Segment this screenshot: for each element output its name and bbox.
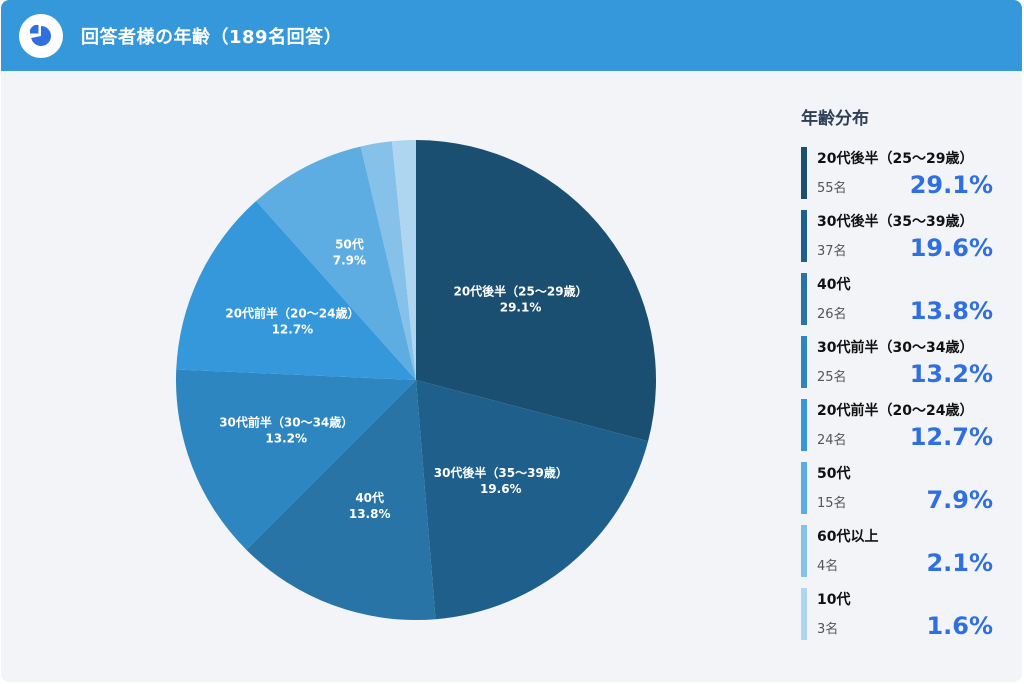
legend-percent: 2.1% [926, 549, 993, 577]
pie-slice [391, 140, 416, 380]
legend-color-bar [801, 588, 807, 640]
legend-title: 年齢分布 [801, 109, 869, 129]
legend-percent: 13.2% [909, 360, 993, 388]
legend-color-bar [801, 273, 807, 325]
legend-count: 3名 [817, 622, 839, 637]
pie-chart-svg: 20代後半（25〜29歳） 29.1% 30代後半（35〜39歳） 19.6% 40代 1… [176, 140, 656, 620]
slice-percent-label: 12.7% [272, 322, 314, 336]
legend-label: 20代前半（20〜24歳） [817, 403, 974, 419]
legend-item: 30代前半（30〜34歳） 25名 13.2% [801, 336, 997, 388]
legend-color-bar [801, 525, 807, 577]
legend-item: 30代後半（35〜39歳） 37名 19.6% [801, 210, 997, 262]
legend-label: 10代 [817, 592, 851, 608]
slice-label: 20代前半（20〜24歳） [225, 305, 359, 320]
legend-color-bar [801, 336, 807, 388]
legend-item: 10代 3名 1.6% [801, 588, 997, 640]
chart-title: 回答者様の年齢（189名回答） [81, 26, 343, 48]
slice-label: 50代 [335, 236, 364, 251]
legend-percent: 19.6% [909, 234, 993, 262]
pie-slice [416, 380, 649, 620]
legend-label: 50代 [817, 466, 851, 482]
slice-label: 30代後半（35〜39歳） [434, 465, 568, 480]
legend-label: 30代前半（30〜34歳） [817, 340, 974, 356]
pie-slice [256, 146, 416, 380]
legend-count: 24名 [817, 433, 847, 448]
legend-percent: 13.8% [909, 297, 993, 325]
pie-slice [176, 369, 416, 550]
pie-slice [176, 200, 416, 380]
legend-color-bar [801, 399, 807, 451]
legend-item: 50代 15名 7.9% [801, 462, 997, 514]
legend-color-bar [801, 147, 807, 199]
legend-color-bar [801, 210, 807, 262]
slice-percent-label: 13.2% [265, 431, 307, 445]
legend: 年齢分布 20代後半（25〜29歳） 55名 29.1% 30代後半（35〜39… [801, 104, 997, 651]
legend-percent: 12.7% [909, 423, 993, 451]
legend-percent: 29.1% [909, 171, 993, 199]
slice-percent-label: 19.6% [480, 482, 522, 496]
legend-label: 30代後半（35〜39歳） [817, 214, 974, 230]
legend-count: 15名 [817, 496, 847, 511]
pie-slice [360, 141, 416, 380]
pie-chart: 20代後半（25〜29歳） 29.1% 30代後半（35〜39歳） 19.6% 40代 1… [151, 115, 681, 645]
slice-percent-label: 7.9% [333, 253, 366, 267]
slice-label: 20代後半（25〜29歳） [453, 283, 587, 298]
slice-label: 40代 [355, 490, 384, 505]
pie-slice [416, 140, 656, 442]
card-header: 回答者様の年齢（189名回答） [1, 0, 1022, 71]
slice-label: 30代前半（30〜34歳） [219, 414, 353, 429]
legend-item: 20代前半（20〜24歳） 24名 12.7% [801, 399, 997, 451]
pie-slice [246, 380, 436, 620]
legend-percent: 1.6% [926, 612, 993, 640]
legend-count: 37名 [817, 244, 847, 259]
legend-color-bar [801, 462, 807, 514]
legend-label: 20代後半（25〜29歳） [817, 151, 974, 167]
legend-label: 60代以上 [817, 529, 879, 545]
legend-item: 40代 26名 13.8% [801, 273, 997, 325]
legend-count: 25名 [817, 370, 847, 385]
legend-count: 55名 [817, 181, 847, 196]
legend-item: 60代以上 4名 2.1% [801, 525, 997, 577]
pie-chart-icon [19, 13, 63, 58]
slice-percent-label: 29.1% [500, 300, 542, 314]
legend-percent: 7.9% [926, 486, 993, 514]
legend-count: 26名 [817, 307, 847, 322]
slice-percent-label: 13.8% [349, 507, 391, 521]
legend-count: 4名 [817, 559, 839, 574]
legend-label: 40代 [817, 277, 851, 293]
legend-item: 20代後半（25〜29歳） 55名 29.1% [801, 147, 997, 199]
